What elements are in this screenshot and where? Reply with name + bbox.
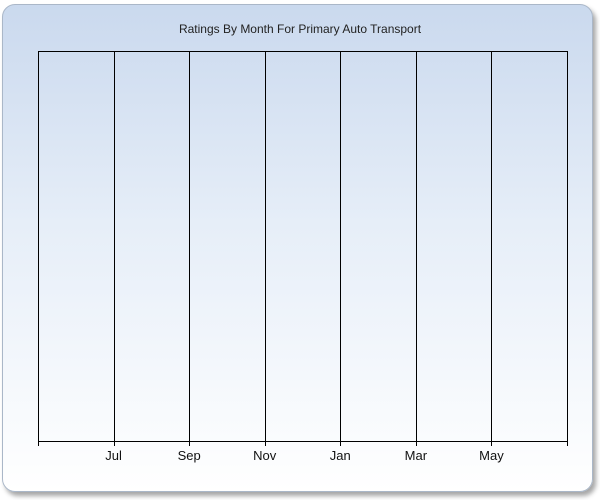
- x-tick-label: Jan: [330, 448, 351, 463]
- x-tick-label: Nov: [253, 448, 277, 463]
- plot-area: Jul Sep Nov Jan Mar May: [38, 51, 568, 463]
- chart-frame: [2, 4, 593, 492]
- x-tick-label: Sep: [178, 448, 201, 463]
- x-tick-label: Mar: [405, 448, 428, 463]
- x-tick-label: Jul: [105, 448, 122, 463]
- chart-title: Ratings By Month For Primary Auto Transp…: [178, 22, 422, 36]
- x-tick-label: May: [479, 448, 504, 463]
